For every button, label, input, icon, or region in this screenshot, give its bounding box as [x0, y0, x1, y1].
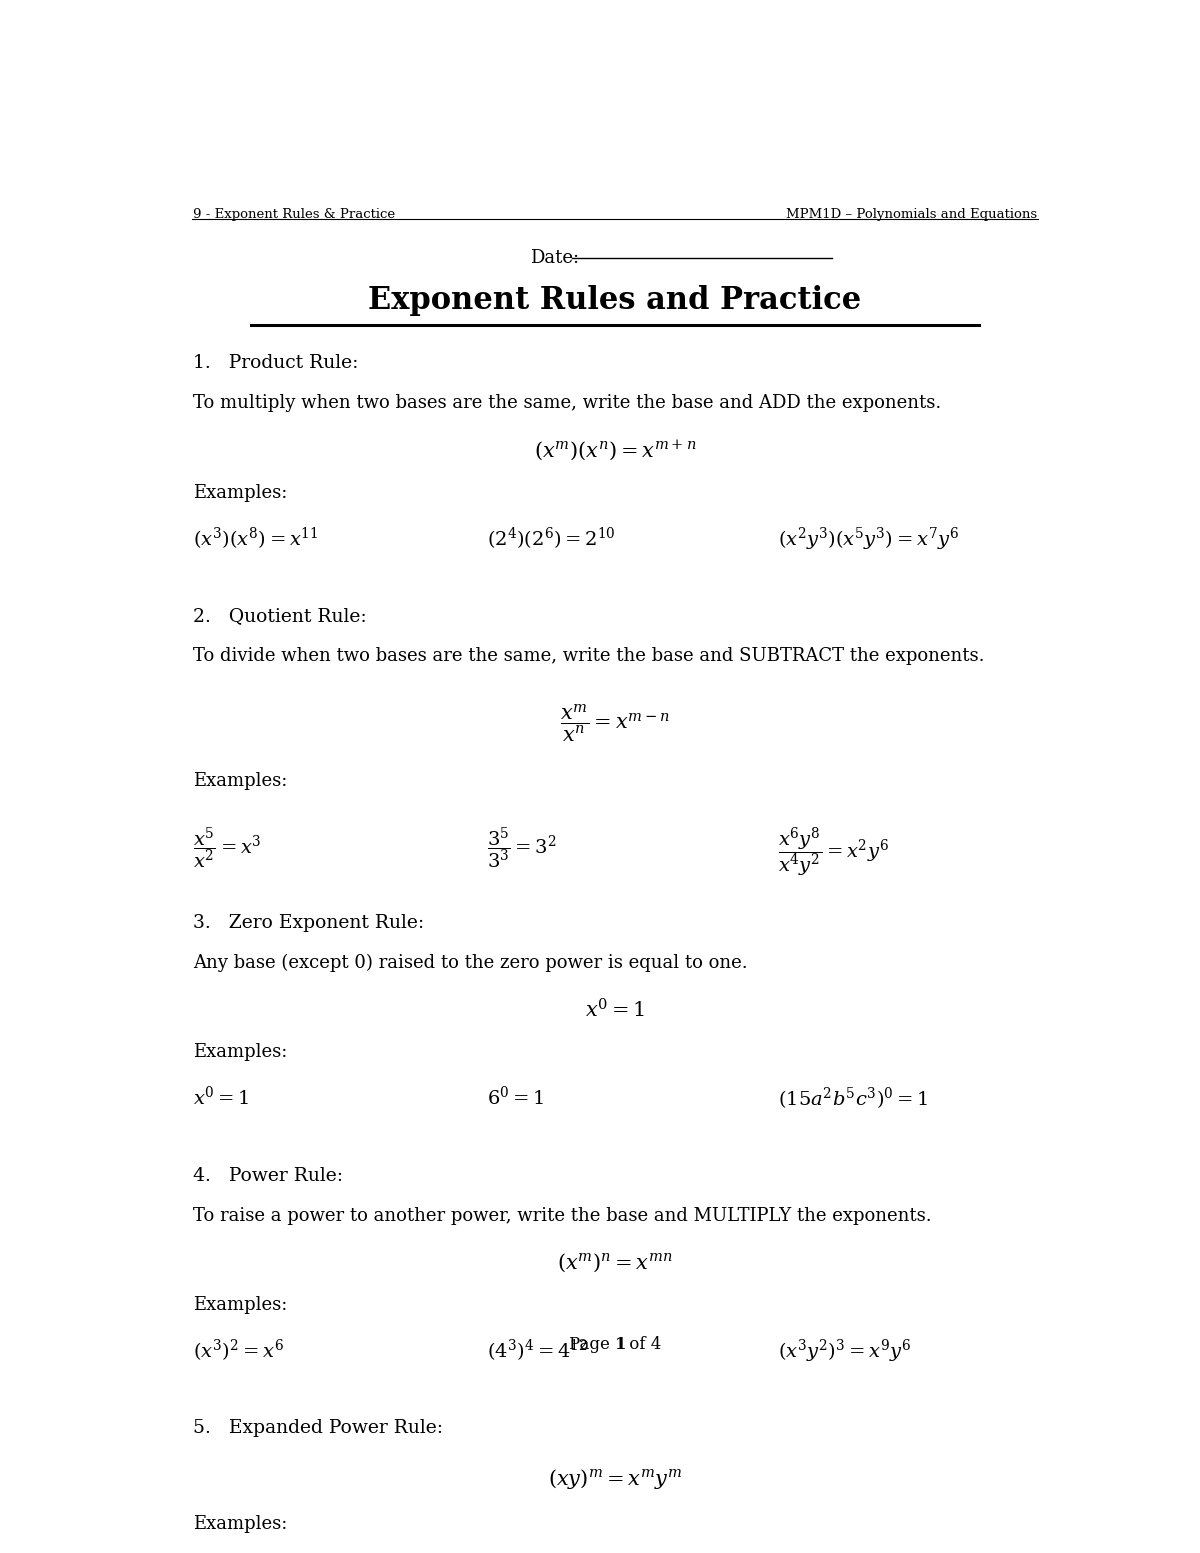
- Text: Date:: Date:: [529, 248, 578, 267]
- Text: 2.   Quotient Rule:: 2. Quotient Rule:: [193, 607, 366, 624]
- Text: MPM1D – Polynomials and Equations: MPM1D – Polynomials and Equations: [786, 208, 1037, 221]
- Text: $\dfrac{x^5}{x^2} = x^3$: $\dfrac{x^5}{x^2} = x^3$: [193, 826, 262, 871]
- Text: To multiply when two bases are the same, write the base and ADD the exponents.: To multiply when two bases are the same,…: [193, 394, 941, 412]
- Text: Examples:: Examples:: [193, 1514, 287, 1533]
- Text: $x^0 = 1$: $x^0 = 1$: [193, 1086, 248, 1109]
- Text: Examples:: Examples:: [193, 772, 287, 789]
- Text: $(x^3y^2)^3 = x^9y^6$: $(x^3y^2)^3 = x^9y^6$: [778, 1339, 911, 1365]
- Text: Any base (except 0) raised to the zero power is equal to one.: Any base (except 0) raised to the zero p…: [193, 954, 748, 972]
- Text: $(x^m)(x^n) = x^{m+n}$: $(x^m)(x^n) = x^{m+n}$: [534, 439, 696, 463]
- Text: $x^0 = 1$: $x^0 = 1$: [584, 999, 646, 1022]
- Text: 9 - Exponent Rules & Practice: 9 - Exponent Rules & Practice: [193, 208, 395, 221]
- Text: $6^0 = 1$: $6^0 = 1$: [487, 1086, 545, 1109]
- Text: Examples:: Examples:: [193, 1295, 287, 1314]
- Text: 1.   Product Rule:: 1. Product Rule:: [193, 354, 358, 373]
- Text: $(15a^2b^5c^3)^0 = 1$: $(15a^2b^5c^3)^0 = 1$: [778, 1086, 928, 1112]
- Text: 1: 1: [616, 1336, 626, 1353]
- Text: $\dfrac{x^6y^8}{x^4y^2} = x^2y^6$: $\dfrac{x^6y^8}{x^4y^2} = x^2y^6$: [778, 826, 888, 879]
- Text: Exponent Rules and Practice: Exponent Rules and Practice: [368, 284, 862, 315]
- Text: $(x^3)(x^8) = x^{11}$: $(x^3)(x^8) = x^{11}$: [193, 526, 318, 551]
- Text: Examples:: Examples:: [193, 483, 287, 502]
- Text: $(x^3)^2 = x^6$: $(x^3)^2 = x^6$: [193, 1339, 283, 1365]
- Text: of 4: of 4: [624, 1336, 661, 1353]
- Text: To raise a power to another power, write the base and MULTIPLY the exponents.: To raise a power to another power, write…: [193, 1207, 931, 1225]
- Text: $(4^3)^4 = 4^{12}$: $(4^3)^4 = 4^{12}$: [487, 1339, 588, 1365]
- Text: $\dfrac{3^5}{3^3} = 3^2$: $\dfrac{3^5}{3^3} = 3^2$: [487, 826, 557, 871]
- Text: To divide when two bases are the same, write the base and SUBTRACT the exponents: To divide when two bases are the same, w…: [193, 646, 984, 665]
- Text: 5.   Expanded Power Rule:: 5. Expanded Power Rule:: [193, 1419, 443, 1437]
- Text: Examples:: Examples:: [193, 1044, 287, 1061]
- Text: $(x^2y^3)(x^5y^3) = x^7y^6$: $(x^2y^3)(x^5y^3) = x^7y^6$: [778, 526, 959, 553]
- Text: 4.   Power Rule:: 4. Power Rule:: [193, 1166, 343, 1185]
- Text: 3.   Zero Exponent Rule:: 3. Zero Exponent Rule:: [193, 915, 424, 932]
- Text: $(xy)^m = x^m y^m$: $(xy)^m = x^m y^m$: [547, 1468, 683, 1491]
- Text: $\dfrac{x^m}{x^n} = x^{m-n}$: $\dfrac{x^m}{x^n} = x^{m-n}$: [560, 702, 670, 744]
- Text: $(2^4)(2^6) = 2^{10}$: $(2^4)(2^6) = 2^{10}$: [487, 526, 616, 551]
- Text: $(x^m)^n = x^{mn}$: $(x^m)^n = x^{mn}$: [557, 1252, 673, 1273]
- Text: Page: Page: [569, 1336, 616, 1353]
